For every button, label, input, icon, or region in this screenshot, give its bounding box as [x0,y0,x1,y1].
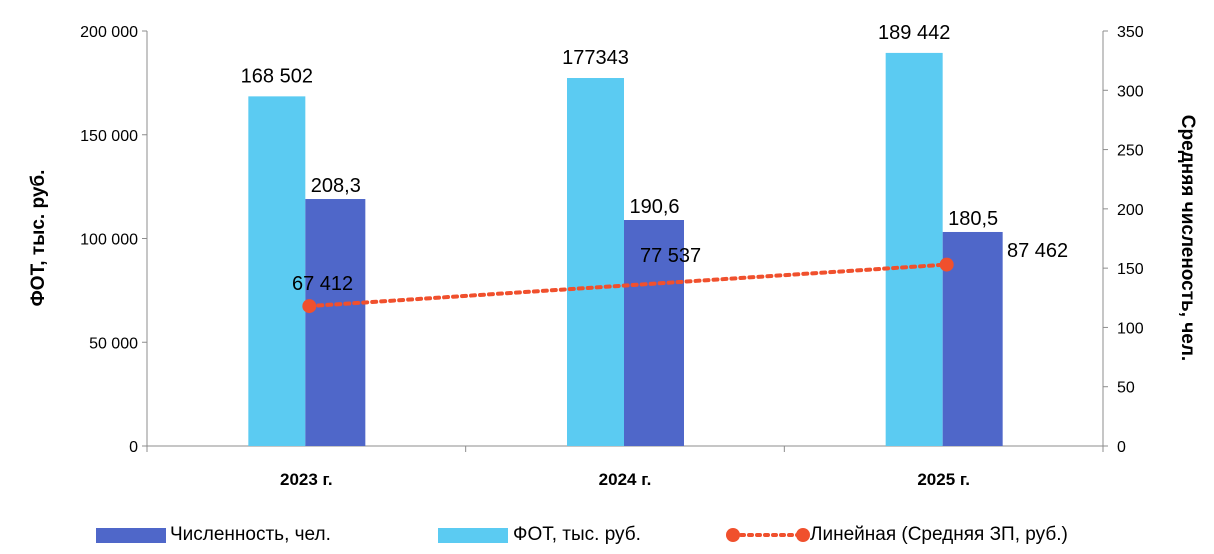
category-label: 2025 г. [917,470,970,489]
right-axis-tick-label: 50 [1117,380,1135,397]
average-salary-marker [939,257,954,272]
data-label-headcount: 190,6 [629,196,679,218]
left-axis-tick-label: 150 000 [80,128,138,145]
left-axis-title: ФОТ, тыс. руб. [28,170,49,307]
bar-fot [567,78,624,446]
legend-marker-left [726,528,740,542]
legend: Численность, чел. ФОТ, тыс. руб. Линейная … [96,524,1068,545]
legend-label-trendline: Линейная (Средняя ЗП, руб.) [810,524,1068,545]
legend-marker-right [796,528,810,542]
category-label: 2023 г. [280,470,333,489]
data-label-average-salary: 67 412 [292,273,353,295]
category-label: 2024 г. [599,470,652,489]
right-axis-tick-label: 0 [1117,439,1126,456]
data-label-fot: 177343 [562,47,629,69]
data-label-average-salary: 87 462 [1007,240,1068,262]
right-axis-tick-label: 350 [1117,24,1144,41]
legend-label-headcount: Численность, чел. [170,524,331,545]
bar-headcount [305,199,366,446]
left-axis-tick-label: 200 000 [80,24,138,41]
data-label-fot: 189 442 [878,22,950,44]
legend-swatch-fot [438,528,508,543]
data-label-average-salary: 77 537 [640,245,701,267]
legend-label-fot: ФОТ, тыс. руб. [513,524,641,545]
right-axis-title: Средняя численость, чел. [1177,115,1198,361]
data-label-fot: 168 502 [241,65,313,87]
right-axis-tick-label: 250 [1117,143,1144,160]
right-axis-tick-label: 150 [1117,261,1144,278]
data-label-headcount: 180,5 [948,208,998,230]
left-axis-tick-label: 50 000 [89,335,138,352]
trendline [307,262,949,309]
data-label-headcount: 208,3 [311,175,361,197]
right-axis-tick-label: 300 [1117,83,1144,100]
trendline-group [302,257,954,314]
right-axis-tick-label: 200 [1117,202,1144,219]
bar-headcount [624,220,684,446]
bar-fot [248,96,306,447]
left-axis-tick-label: 0 [129,439,138,456]
average-salary-marker [302,299,317,314]
bars [248,52,1003,447]
left-axis-tick-label: 100 000 [80,232,138,249]
legend-swatch-headcount [96,528,166,543]
data-labels: 168 502 208,3 177343 190,6 189 442 180,5 67 41… [241,22,1068,295]
right-axis-tick-label: 100 [1117,320,1144,337]
bar-fot [885,52,943,447]
